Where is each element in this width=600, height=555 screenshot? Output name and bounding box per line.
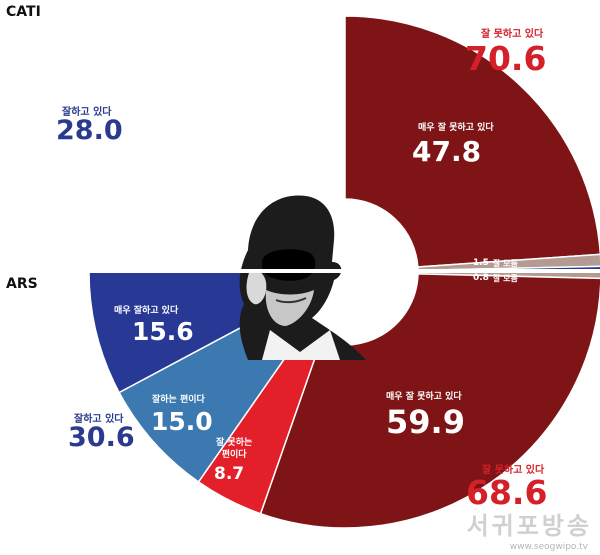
cati-good-label: 잘하는 편이다 [142, 177, 195, 187]
cati-very-bad-label: 매우 잘 못하고 있다 [418, 123, 494, 133]
ars-unknown-value: 0.8 [473, 273, 489, 283]
ars-good-value: 15.0 [151, 407, 213, 436]
cati-unknown-label: 잘 모름 [493, 259, 518, 268]
watermark-url: www.seogwipo.tv [509, 542, 588, 552]
ars-bad-total-value: 68.6 [466, 473, 548, 512]
cati-bad-value: 22.8 [226, 105, 288, 134]
ars-label: ARS [6, 276, 38, 292]
cati-label: CATI [6, 4, 41, 20]
cati-unknown-value: 1.5 [473, 258, 489, 268]
ars-good-total-value: 30.6 [68, 422, 135, 453]
cati-bad-total-value: 70.6 [465, 39, 547, 78]
ars-good-label: 잘하는 편이다 [152, 395, 205, 405]
cati-bad-label: 잘 못하는 편이다 [224, 93, 289, 103]
ars-very-good-value: 15.6 [132, 317, 194, 346]
cati-very-bad-value: 47.8 [412, 135, 482, 168]
watermark-logo: 서귀포방송 [466, 512, 592, 540]
ars-bad-label: 잘 못하는 편이다 [216, 438, 253, 460]
cati-very-good-label: 매우 잘하고 있다 [106, 256, 171, 266]
ars-unknown-label: 잘 모름 [493, 274, 518, 283]
cati-good-total-label: 잘하고 있다 [62, 107, 112, 118]
cati-bad-total-label: 잘 못하고 있다 [481, 29, 544, 40]
ars-very-bad-value: 59.9 [386, 403, 465, 441]
ars-very-bad-label: 매우 잘 못하고 있다 [386, 392, 462, 402]
ars-good-total-label: 잘하고 있다 [74, 414, 124, 425]
portrait-photo [239, 195, 366, 360]
ars-bad-total-label: 잘 못하고 있다 [482, 465, 545, 476]
ars-very-good-label: 매우 잘하고 있다 [114, 306, 179, 316]
cati-good-total-value: 28.0 [56, 115, 123, 146]
ars-bad-value: 8.7 [214, 464, 245, 484]
divider-line [0, 269, 600, 273]
cati-very-good-value: 5.7 [182, 249, 209, 267]
cati-good-value: 22.2 [134, 189, 196, 218]
